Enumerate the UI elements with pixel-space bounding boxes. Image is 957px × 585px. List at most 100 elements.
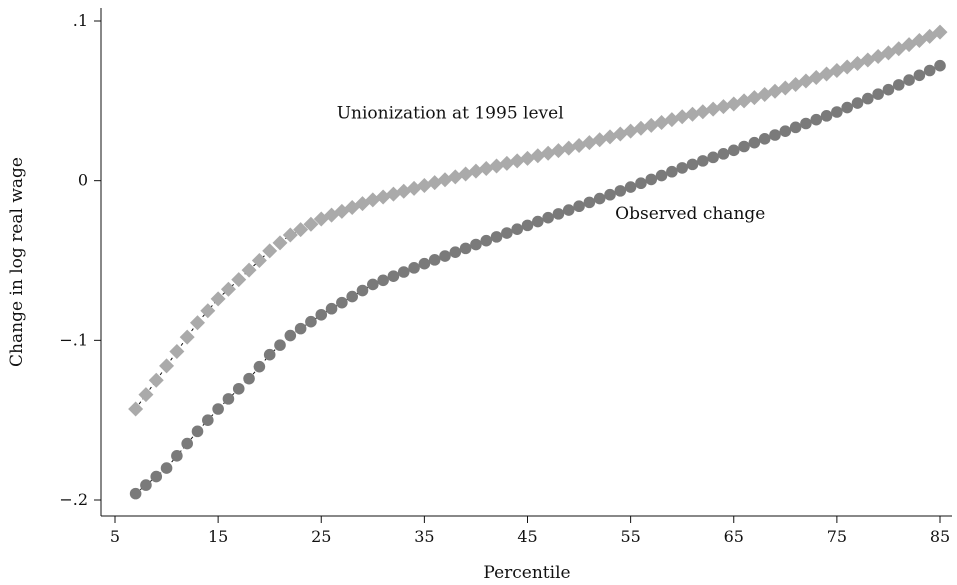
diamond-marker xyxy=(633,120,649,136)
x-tick-label: 5 xyxy=(110,527,120,546)
circle-marker xyxy=(789,121,802,134)
circle-marker xyxy=(284,329,297,342)
circle-marker xyxy=(624,181,637,193)
circle-marker xyxy=(635,177,647,190)
diamond-marker xyxy=(509,153,525,169)
annotations: Unionization at 1995 level Observed chang… xyxy=(337,103,766,224)
circle-marker xyxy=(377,274,389,287)
series-line xyxy=(135,65,941,494)
circle-marker xyxy=(490,231,503,243)
circle-marker xyxy=(748,136,761,149)
x-tick-label: 25 xyxy=(311,527,331,546)
circle-marker xyxy=(222,393,235,405)
circle-marker xyxy=(325,302,338,315)
circle-marker xyxy=(408,262,420,274)
diamond-marker xyxy=(520,150,535,166)
diamond-marker xyxy=(128,401,144,417)
circle-marker xyxy=(913,69,926,82)
x-tick-label: 65 xyxy=(724,527,744,546)
x-tick-label: 35 xyxy=(414,527,434,546)
circle-marker xyxy=(181,437,193,450)
circle-marker xyxy=(655,169,668,182)
circle-marker xyxy=(697,155,709,167)
y-tick-label: −.1 xyxy=(59,330,88,349)
y-tick-label: 0 xyxy=(78,171,88,190)
circle-marker xyxy=(666,165,678,178)
diamond-marker xyxy=(210,291,226,307)
x-tick-label: 45 xyxy=(517,527,537,546)
circle-marker xyxy=(171,450,183,462)
circle-marker xyxy=(501,227,513,239)
diamond-marker xyxy=(169,344,185,360)
circle-marker xyxy=(129,487,142,500)
diamond-marker xyxy=(272,235,288,251)
circle-marker xyxy=(707,151,719,164)
circle-marker xyxy=(263,348,276,361)
circle-marker xyxy=(738,140,750,153)
diamond-marker xyxy=(241,262,257,278)
circle-marker xyxy=(727,144,740,157)
diamond-marker xyxy=(293,222,309,238)
diamond-marker xyxy=(148,372,164,388)
diamond-marker xyxy=(220,281,236,297)
axes xyxy=(100,8,952,517)
circle-marker xyxy=(243,372,255,385)
diamond-marker xyxy=(282,227,298,243)
circle-marker xyxy=(552,208,565,220)
circle-marker xyxy=(387,270,400,282)
diamond-marker xyxy=(231,272,247,288)
x-axis-label: Percentile xyxy=(483,563,570,583)
circle-marker xyxy=(758,133,771,145)
circle-marker xyxy=(831,106,843,118)
circle-marker xyxy=(903,74,915,86)
x-tick-label: 15 xyxy=(208,527,228,546)
circle-marker xyxy=(810,113,823,126)
circle-marker xyxy=(449,246,462,258)
y-tick-label: .1 xyxy=(73,11,88,30)
circle-marker xyxy=(480,234,493,247)
circle-marker xyxy=(336,296,348,309)
circle-marker xyxy=(779,125,792,137)
diamond-marker xyxy=(550,143,566,159)
circle-marker xyxy=(882,83,895,96)
circle-marker xyxy=(150,470,163,483)
diamond-marker xyxy=(468,163,484,179)
diamond-marker xyxy=(138,387,154,403)
y-axis-label: Change in log real wage xyxy=(7,157,27,367)
diamond-marker xyxy=(932,24,948,40)
diamond-marker xyxy=(540,145,556,161)
diamond-marker xyxy=(715,99,731,115)
circle-marker xyxy=(769,129,781,141)
circle-marker xyxy=(717,148,730,160)
x-tick-label: 85 xyxy=(930,527,950,546)
diamond-marker xyxy=(159,358,175,374)
series-layer xyxy=(128,24,948,500)
circle-marker xyxy=(862,92,874,105)
circle-marker xyxy=(800,117,812,130)
circle-marker xyxy=(614,185,627,197)
circle-marker xyxy=(532,215,544,228)
circle-marker xyxy=(346,290,358,303)
circle-marker xyxy=(686,158,699,171)
circle-marker xyxy=(202,414,214,426)
circle-marker xyxy=(367,278,379,291)
x-ticks: 5 15 25 35 45 55 65 75 85 xyxy=(110,516,950,546)
circle-marker xyxy=(820,110,833,122)
circle-marker xyxy=(851,97,864,109)
diamond-marker xyxy=(685,106,700,122)
diamond-marker xyxy=(561,140,577,156)
circle-marker xyxy=(160,462,173,474)
diamond-marker xyxy=(303,216,319,232)
circle-marker xyxy=(191,425,204,438)
diamond-marker xyxy=(695,104,711,120)
circle-marker xyxy=(356,284,369,297)
annotation-observed: Observed change xyxy=(615,204,765,224)
diamond-marker xyxy=(489,158,505,174)
diamond-marker xyxy=(499,155,515,171)
series-unionization-1995 xyxy=(128,24,948,417)
series-observed-change xyxy=(129,59,946,500)
circle-marker xyxy=(511,223,523,236)
circle-marker xyxy=(397,266,410,278)
circle-marker xyxy=(573,200,585,213)
diamond-marker xyxy=(705,101,721,117)
